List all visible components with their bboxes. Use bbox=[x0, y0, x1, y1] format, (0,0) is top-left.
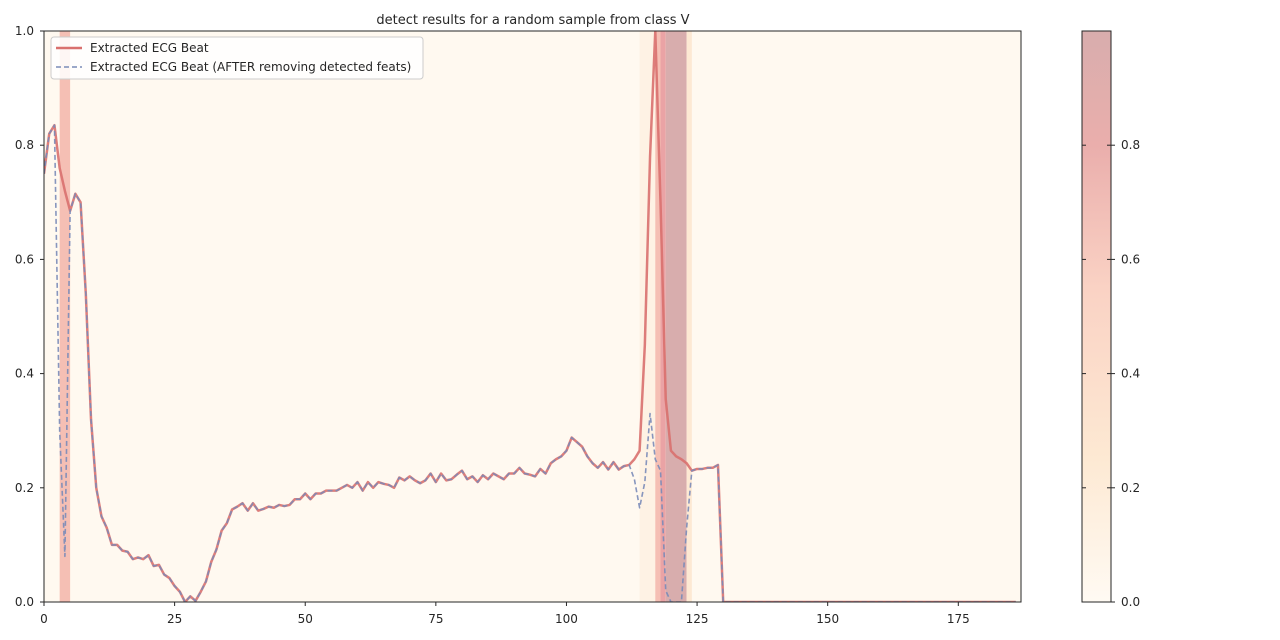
x-axis: 0 25 50 75 100 125 150 175 bbox=[40, 602, 970, 626]
y-tick-label: 0.2 bbox=[15, 481, 34, 495]
plot-frame bbox=[43, 30, 1022, 603]
legend-label-series-2: Extracted ECG Beat (AFTER removing detec… bbox=[90, 60, 411, 74]
x-tick-label: 125 bbox=[686, 612, 709, 626]
x-tick-label: 175 bbox=[947, 612, 970, 626]
legend-label-series-1: Extracted ECG Beat bbox=[90, 41, 209, 55]
importance-band-5 bbox=[686, 31, 692, 602]
colorbar-tick-label: 0.4 bbox=[1121, 367, 1140, 381]
y-tick-label: 1.0 bbox=[15, 24, 34, 38]
series-line-2 bbox=[44, 124, 1016, 602]
y-tick-label: 0.0 bbox=[15, 595, 34, 609]
colorbar-tick-label: 0.0 bbox=[1121, 595, 1140, 609]
x-tick-label: 75 bbox=[428, 612, 443, 626]
importance-band-0 bbox=[59, 31, 71, 602]
colorbar-tick-label: 0.2 bbox=[1121, 481, 1140, 495]
colorbar: 0.0 0.2 0.4 0.6 0.8 bbox=[1081, 30, 1140, 609]
y-tick-label: 0.6 bbox=[15, 252, 34, 266]
importance-band-2 bbox=[655, 31, 661, 602]
y-tick-label: 0.8 bbox=[15, 138, 34, 152]
x-tick-label: 25 bbox=[167, 612, 182, 626]
x-tick-label: 50 bbox=[298, 612, 313, 626]
importance-band-4 bbox=[665, 31, 687, 602]
importance-band-1 bbox=[639, 31, 656, 602]
y-tick-label: 0.4 bbox=[15, 367, 34, 381]
y-axis: 0.0 0.2 0.4 0.6 0.8 1.0 bbox=[15, 24, 44, 609]
colorbar-ticks: 0.0 0.2 0.4 0.6 0.8 bbox=[1082, 138, 1140, 609]
series-lines bbox=[44, 31, 1016, 602]
colorbar-tick-label: 0.8 bbox=[1121, 138, 1140, 152]
x-tick-label: 0 bbox=[40, 612, 48, 626]
plot-background bbox=[44, 31, 1021, 602]
legend: Extracted ECG Beat Extracted ECG Beat (A… bbox=[50, 36, 424, 80]
colorbar-gradient bbox=[1081, 30, 1112, 603]
legend-box bbox=[50, 36, 424, 80]
x-tick-label: 100 bbox=[555, 612, 578, 626]
chart-title: detect results for a random sample from … bbox=[376, 13, 689, 28]
x-tick-label: 150 bbox=[816, 612, 839, 626]
colorbar-tick-label: 0.6 bbox=[1121, 252, 1140, 266]
plot-area bbox=[44, 31, 1021, 602]
